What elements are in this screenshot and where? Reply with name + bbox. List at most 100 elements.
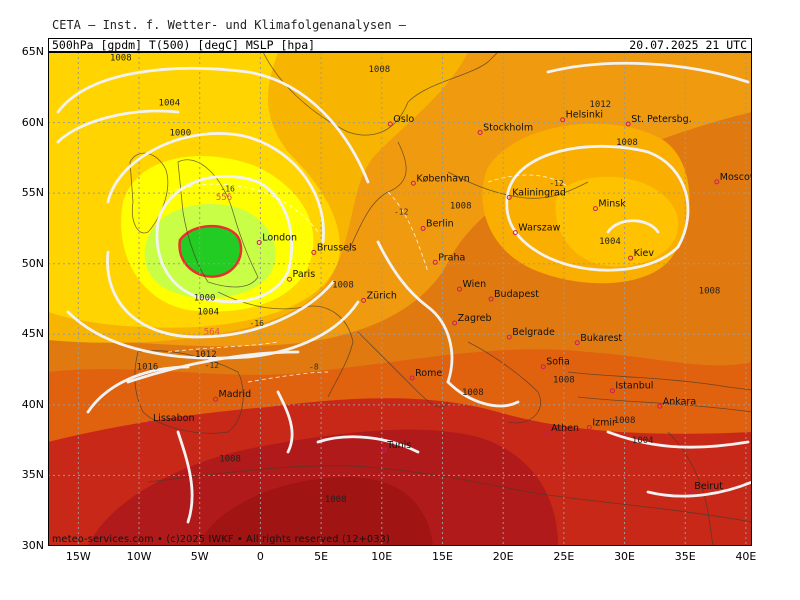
city-marker: Athen [545,423,579,436]
city-dot [420,225,426,231]
city-marker: Izmir [586,417,616,430]
city-name: St. Petersbg. [631,114,692,125]
city-name: Brussels [317,242,357,253]
city-marker: Zürich [361,290,397,303]
city-name: Helsinki [566,110,603,121]
latitude-label: 55N [21,186,44,200]
isobar-turkey [606,430,750,449]
temperature-label: -8 [309,363,319,372]
longitude-label: 5E [314,550,329,563]
city-name: Beirut [694,481,723,492]
city-name: Istanbul [615,381,653,392]
map-header: 500hPa [gpdm] T(500) [degC] MSLP [hpa] 2… [48,38,752,52]
top-title: CETA — Inst. f. Wetter- und Klimafolgena… [52,18,407,32]
city-marker: Oslo [387,114,414,127]
city-dot [592,206,598,212]
longitude-label: 35E [674,550,696,563]
city-marker: Minsk [592,199,626,212]
city-dot [586,424,592,430]
city-marker: København [410,173,470,186]
city-dot [256,240,262,246]
city-dot [432,259,438,265]
city-dot [714,179,720,185]
city-name: Stockholm [483,122,533,133]
city-marker: Brussels [311,242,357,255]
city-dot [545,430,551,436]
temperature-label: -12 [549,179,564,188]
longitude-label: 20E [492,550,514,563]
isobar-1008-west [56,109,180,144]
city-marker: Helsinki [560,110,603,123]
latitude-label: 45N [21,327,44,341]
isobar-label: 1012 [589,100,611,110]
city-dot [506,334,512,340]
city-marker: Berlin [420,218,454,231]
city-dot [560,117,566,123]
city-marker: Bukarest [574,333,622,346]
isobar-label: 1004 [632,436,654,446]
isobar-label: 1000 [169,128,191,138]
city-name: Berlin [426,218,454,229]
city-dot [387,121,393,127]
longitude-label: 10E [371,550,393,563]
isobar-1016 [86,365,190,414]
city-dot [488,296,494,302]
city-marker: Wien [456,279,486,292]
city-marker: Stockholm [477,122,533,135]
city-marker: Madrid [213,389,252,402]
city-marker: London [256,233,297,246]
isobar-levant [646,480,752,498]
city-dot [452,320,458,326]
isobar-alpine [376,240,454,384]
city-name: Rome [415,368,442,379]
longitude-label: 5W [190,550,209,563]
isobar-label: 1004 [599,237,621,247]
city-name: Madrid [219,389,252,400]
map-datetime: 20.07.2025 21 UTC [629,38,747,52]
city-marker: Ankara [657,396,696,409]
longitude-label: 30E [614,550,636,563]
band-green-low [178,224,243,278]
city-name: Budapest [494,289,539,300]
city-dot [213,396,219,402]
city-name: Paris [293,269,316,280]
city-marker: Moscow [714,172,752,185]
isobar-balkan [446,380,520,408]
city-name: Sofia [546,357,570,368]
city-name: Belgrade [512,327,555,338]
isobar-1004-south [106,250,335,339]
city-marker: Sofia [540,357,570,370]
temperature-label: -16 [220,185,235,194]
isobar-med-1 [276,390,294,454]
isobar-label: 1008 [325,495,347,505]
longitude-label: 15E [431,550,453,563]
city-dot [657,403,663,409]
isobar-1004-east [606,219,660,234]
longitude-label: 40E [735,550,757,563]
coastlines [129,52,752,546]
city-name: København [416,173,469,184]
city-dot [409,375,415,381]
longitude-label: 15W [65,550,91,563]
city-name: Praha [438,252,465,263]
cities: Oslo Stockholm Helsinki St. Petersbg. Københ… [147,110,752,494]
isobar-label: 1008 [699,286,721,296]
isobar-1012 [126,350,300,384]
map-parameters: 500hPa [gpdm] T(500) [degC] MSLP [hpa] [52,38,316,52]
latitude-label: 40N [21,397,44,411]
city-marker: Tunis [381,440,411,453]
city-name: Minsk [598,199,626,210]
height-label: 564 [204,327,220,337]
city-marker: Istanbul [609,381,653,394]
isobar-label: 1008 [553,375,575,385]
city-name: Bukarest [580,333,622,344]
city-name: Oslo [393,114,414,125]
city-dot [311,249,317,255]
city-dot [628,255,634,261]
isobar-labels: 1008 1008 1004 1000 1012 1008 1008 1004 1008 1008… [110,53,720,505]
temperature-labels: -16 -12 -12 -16 -12 -8 [205,179,564,371]
city-marker: Rome [409,368,442,381]
lat-lon-grid [48,52,752,546]
city-name: Zagreb [458,313,492,324]
city-name: Wien [462,279,486,290]
